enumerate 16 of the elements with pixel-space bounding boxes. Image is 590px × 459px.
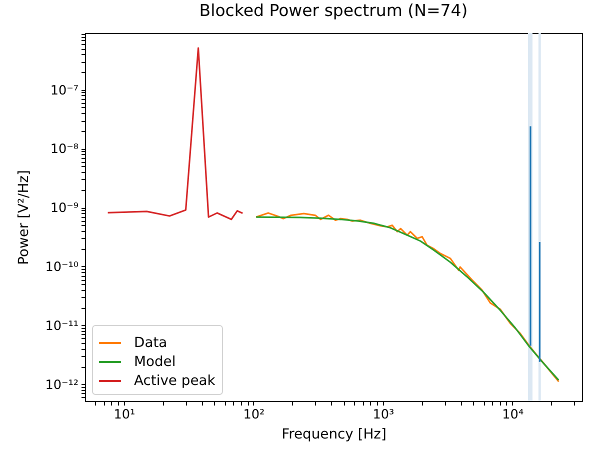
legend-label: Active peak xyxy=(134,373,216,389)
legend-label: Model xyxy=(134,354,176,370)
y-tick-label: 10⁻¹² xyxy=(45,378,78,393)
y-tick-label: 10⁻⁷ xyxy=(50,83,78,98)
y-tick-label: 10⁻¹¹ xyxy=(45,318,78,334)
y-axis-title: Power [V²/Hz] xyxy=(16,170,32,265)
chart-title: Blocked Power spectrum (N=74) xyxy=(199,1,468,20)
y-tick-label: 10⁻¹⁰ xyxy=(45,260,78,275)
y-tick-label: 10⁻⁸ xyxy=(50,142,78,158)
x-tick-label: 10⁴ xyxy=(502,408,524,422)
legend-label: Data xyxy=(134,335,168,351)
x-tick-label: 10² xyxy=(243,408,265,422)
x-tick-label: 10¹ xyxy=(114,408,136,422)
x-tick-label: 10³ xyxy=(372,408,394,422)
y-tick-label: 10⁻⁹ xyxy=(50,201,78,216)
x-axis-title: Frequency [Hz] xyxy=(282,426,386,442)
